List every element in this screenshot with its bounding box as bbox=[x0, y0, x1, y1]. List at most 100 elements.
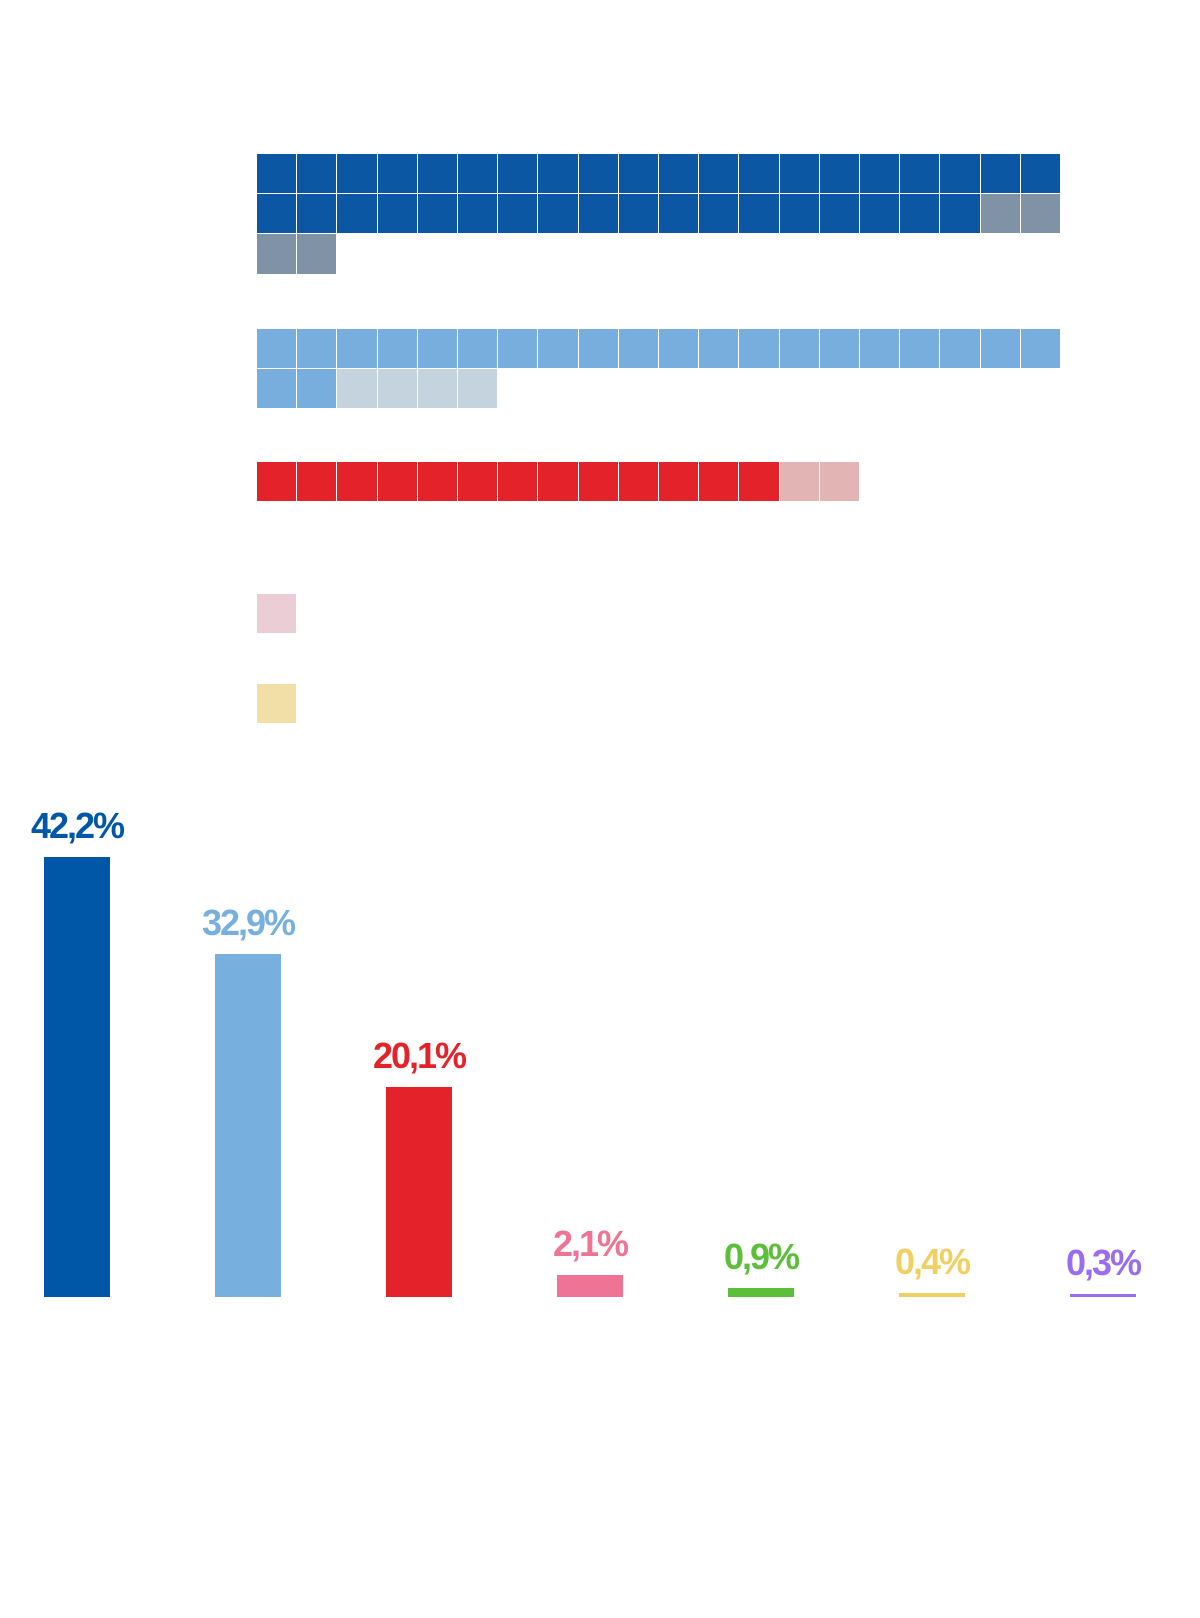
seat-cell bbox=[980, 329, 1020, 369]
seat-cell bbox=[498, 194, 538, 234]
seat-cell bbox=[618, 462, 658, 502]
bar-value-label: 0,3% bbox=[1065, 1241, 1142, 1283]
seat-cell bbox=[257, 369, 297, 409]
seat-cell bbox=[618, 329, 658, 369]
seat-cell-changed bbox=[297, 234, 337, 274]
seat-cell bbox=[337, 194, 377, 234]
seat-cell bbox=[538, 154, 578, 194]
seat-cell bbox=[618, 194, 658, 234]
seat-cell bbox=[538, 462, 578, 502]
seat-cell bbox=[618, 154, 658, 194]
bar-value-label: 0,9% bbox=[723, 1235, 800, 1277]
seat-cell bbox=[498, 329, 538, 369]
seat-cell bbox=[337, 462, 377, 502]
seat-cell-changed bbox=[377, 369, 417, 409]
seat-cell bbox=[900, 329, 940, 369]
seat-cell bbox=[578, 154, 618, 194]
seat-cell-changed bbox=[337, 369, 377, 409]
seat-cell bbox=[940, 154, 980, 194]
seat-cell bbox=[297, 462, 337, 502]
seat-cell bbox=[498, 154, 538, 194]
bar-value-label: 2,1% bbox=[552, 1223, 629, 1265]
seat-cell bbox=[1020, 154, 1060, 194]
seat-cell bbox=[257, 462, 297, 502]
seat-cell bbox=[739, 154, 779, 194]
bar-value-label: 42,2% bbox=[30, 805, 125, 846]
seat-cell bbox=[819, 329, 859, 369]
seat-cell-changed bbox=[257, 594, 297, 634]
seat-cell bbox=[578, 329, 618, 369]
seat-cell bbox=[417, 154, 457, 194]
seat-cell bbox=[779, 154, 819, 194]
seat-cell bbox=[659, 329, 699, 369]
seat-cell-changed bbox=[257, 684, 297, 724]
seat-cell bbox=[417, 462, 457, 502]
seat-cell bbox=[900, 154, 940, 194]
seat-cell bbox=[860, 329, 900, 369]
seat-cell bbox=[779, 194, 819, 234]
seat-cell bbox=[458, 462, 498, 502]
seat-cell bbox=[739, 329, 779, 369]
seat-cell-changed bbox=[1020, 194, 1060, 234]
seat-cell bbox=[699, 462, 739, 502]
bar-value-label: 32,9% bbox=[201, 901, 296, 943]
seat-cell bbox=[739, 462, 779, 502]
seat-cell bbox=[377, 154, 417, 194]
bar bbox=[386, 1087, 452, 1297]
seat-cell bbox=[578, 194, 618, 234]
bar-value-label: 0,4% bbox=[894, 1240, 971, 1282]
seat-cell bbox=[940, 329, 980, 369]
seat-cell bbox=[458, 194, 498, 234]
seat-cell bbox=[819, 194, 859, 234]
seat-cell bbox=[498, 462, 538, 502]
seat-cell bbox=[377, 462, 417, 502]
seat-cell bbox=[417, 194, 457, 234]
seat-cell bbox=[297, 154, 337, 194]
seat-cell bbox=[578, 462, 618, 502]
seat-cell bbox=[699, 194, 739, 234]
bar bbox=[557, 1275, 623, 1297]
seat-cell bbox=[819, 154, 859, 194]
seat-cell bbox=[659, 154, 699, 194]
seat-cell bbox=[377, 329, 417, 369]
seat-cell bbox=[297, 369, 337, 409]
seat-cell-changed bbox=[417, 369, 457, 409]
seat-cell bbox=[860, 154, 900, 194]
seat-cell bbox=[538, 194, 578, 234]
seat-cell bbox=[458, 329, 498, 369]
bar-value-label: 20,1% bbox=[372, 1035, 467, 1077]
seat-cell bbox=[739, 194, 779, 234]
bar bbox=[44, 857, 110, 1297]
seat-cell bbox=[337, 154, 377, 194]
seat-cell bbox=[538, 329, 578, 369]
seat-cell bbox=[257, 194, 297, 234]
seat-cell bbox=[297, 329, 337, 369]
seat-cell bbox=[980, 154, 1020, 194]
seat-cell bbox=[257, 329, 297, 369]
seat-cell bbox=[458, 154, 498, 194]
seat-cell bbox=[297, 194, 337, 234]
seat-cell-changed bbox=[779, 462, 819, 502]
seat-cell bbox=[699, 154, 739, 194]
seat-cell bbox=[940, 194, 980, 234]
seat-cell bbox=[1020, 329, 1060, 369]
seat-cell bbox=[699, 329, 739, 369]
seat-cell bbox=[900, 194, 940, 234]
seat-cell-changed bbox=[257, 234, 297, 274]
seat-cell-changed bbox=[980, 194, 1020, 234]
seat-cell bbox=[659, 194, 699, 234]
bar bbox=[1070, 1293, 1136, 1297]
seat-cell bbox=[860, 194, 900, 234]
seat-cell bbox=[337, 329, 377, 369]
bar bbox=[215, 953, 281, 1297]
seat-cell bbox=[659, 462, 699, 502]
seat-cell-changed bbox=[458, 369, 498, 409]
bar bbox=[728, 1287, 794, 1297]
seat-cell bbox=[257, 154, 297, 194]
seat-cell bbox=[377, 194, 417, 234]
seat-cell bbox=[779, 329, 819, 369]
bar bbox=[899, 1292, 965, 1297]
seat-cell bbox=[417, 329, 457, 369]
seat-cell-changed bbox=[819, 462, 859, 502]
